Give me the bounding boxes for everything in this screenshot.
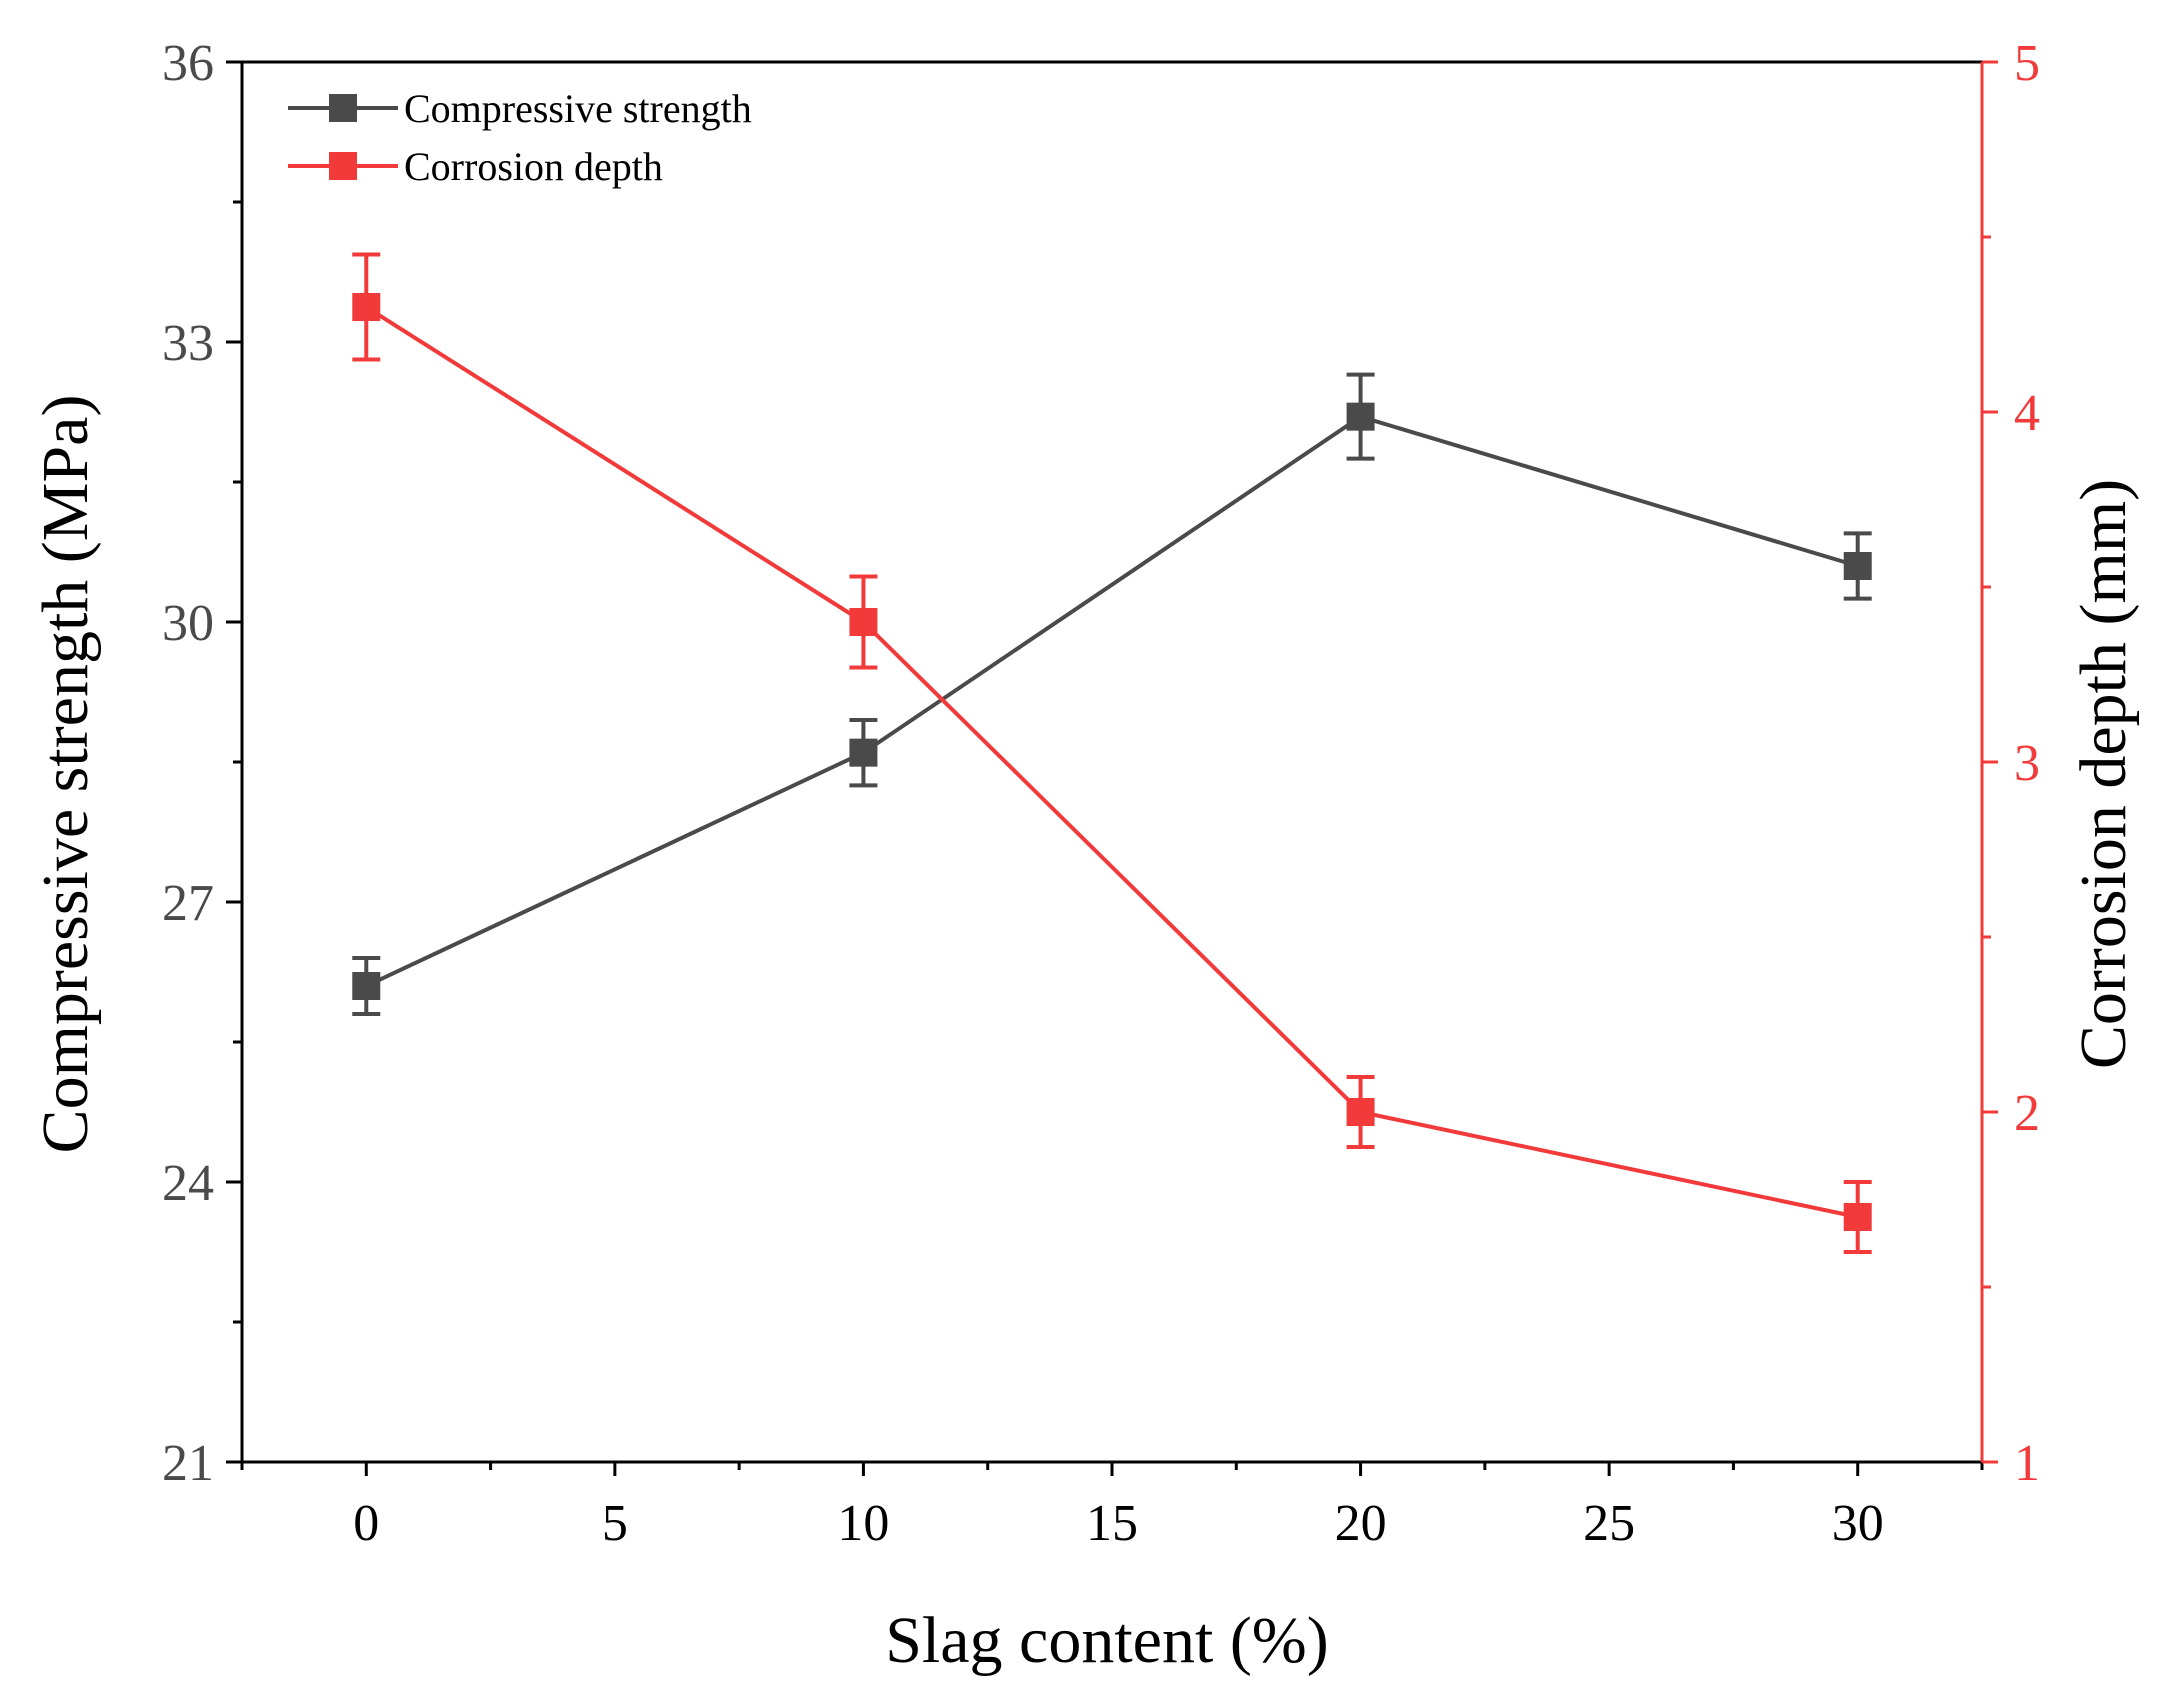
compressive-strength-point: [1346, 402, 1375, 431]
y-tick-label: 27: [162, 875, 214, 932]
series-layer: [352, 252, 1872, 1254]
legend-marker: [329, 94, 357, 122]
x-tick-label: 15: [1086, 1495, 1138, 1552]
y2-tick-label: 3: [2014, 735, 2040, 792]
x-tick-label: 25: [1583, 1495, 1635, 1552]
y-tick-label: 36: [162, 35, 214, 92]
legend-label: Compressive strength: [404, 86, 752, 131]
legend-marker: [329, 152, 357, 180]
x-tick-label: 0: [353, 1495, 379, 1552]
y-tick-label: 24: [162, 1155, 214, 1212]
corrosion-depth-line: [365, 305, 1859, 1219]
y-tick-label: 33: [162, 315, 214, 372]
y2-tick-label: 1: [2014, 1435, 2040, 1492]
compressive-strength-point: [849, 738, 878, 767]
legend: Compressive strength Corrosion depth: [288, 86, 752, 189]
x-tick-label: 5: [602, 1495, 628, 1552]
legend-label: Corrosion depth: [404, 144, 663, 189]
x-tick-label: 30: [1832, 1495, 1884, 1552]
compressive-strength-line: [365, 414, 1859, 988]
compressive-strength-point: [1843, 552, 1872, 580]
compressive-strength-point: [352, 972, 381, 1000]
y-tick-label: 30: [162, 595, 214, 652]
x-tick-label: 20: [1335, 1495, 1387, 1552]
corrosion-depth-point: [849, 608, 878, 636]
x-tick-label: 10: [837, 1495, 889, 1552]
y2-tick-label: 2: [2014, 1085, 2040, 1142]
axes: 0 5 10 15 20 25 30 21 24 27 30 33 36 1 2 3 4 5: [162, 35, 2040, 1552]
y2-axis-title: Corrosion depth (mm): [2067, 479, 2140, 1069]
y-axis-title: Compressive strength (MPa): [29, 395, 102, 1154]
y2-tick-label: 5: [2014, 35, 2040, 92]
corrosion-depth-point: [1843, 1203, 1872, 1231]
corrosion-depth-point: [1346, 1098, 1375, 1126]
x-axis-title: Slag content (%): [885, 1604, 1329, 1677]
corrosion-depth-point: [352, 293, 381, 321]
y2-tick-label: 4: [2014, 385, 2040, 442]
y-tick-label: 21: [162, 1435, 214, 1492]
